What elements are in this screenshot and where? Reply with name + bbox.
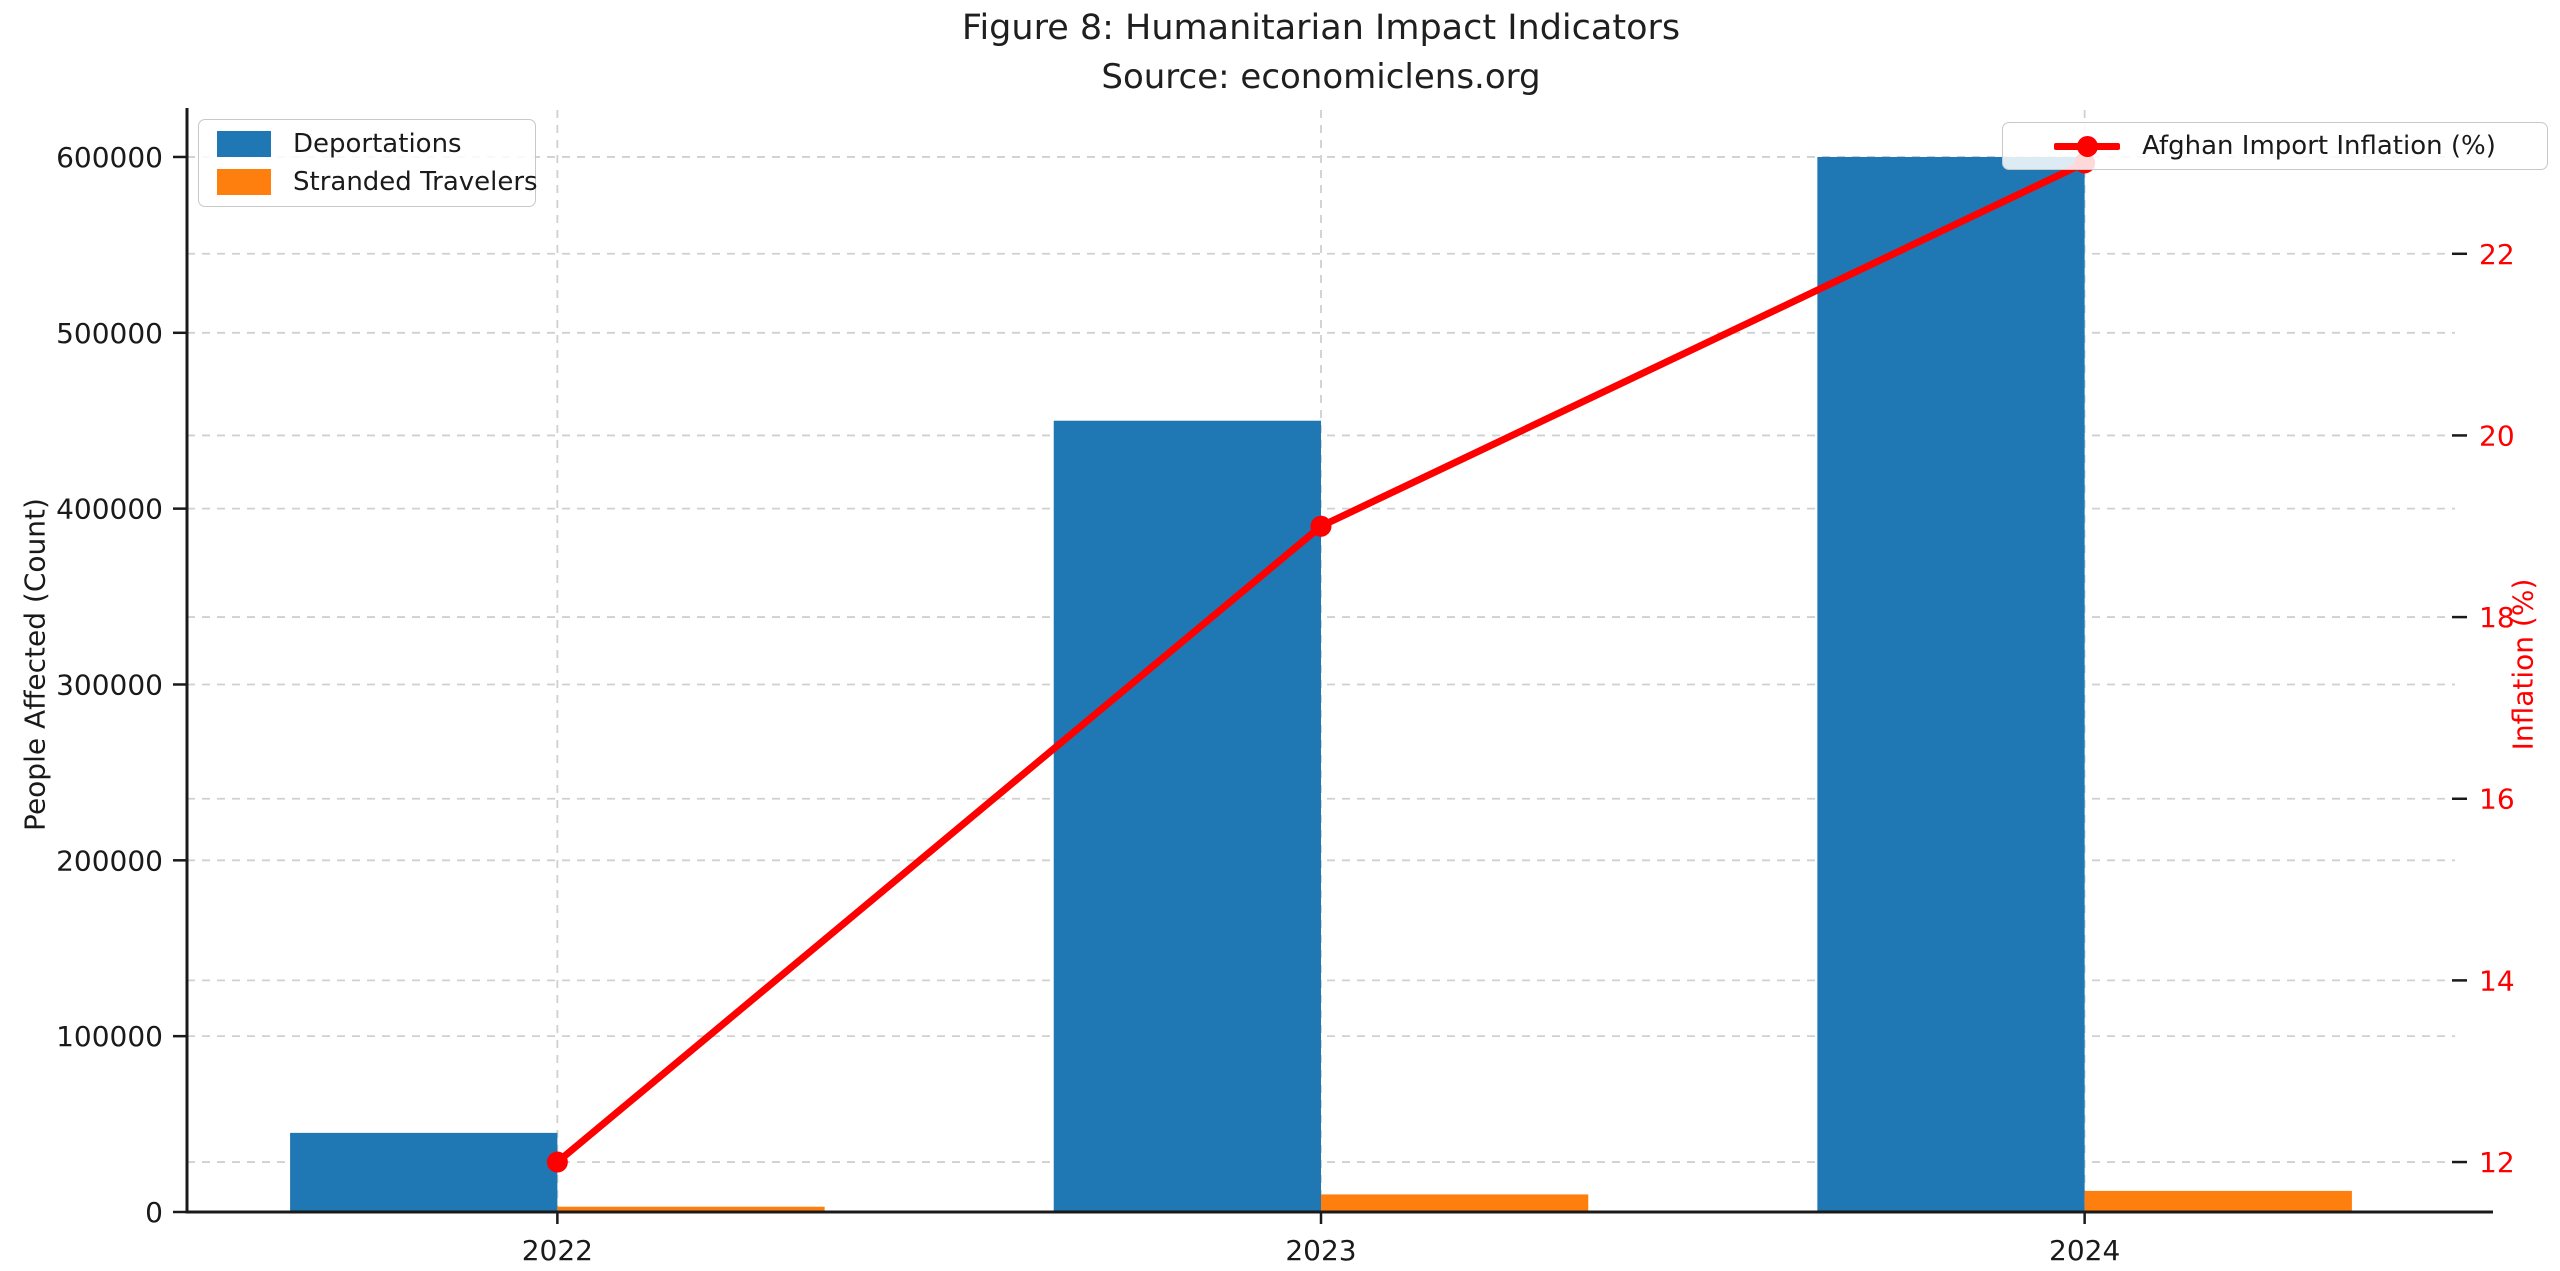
- legend-label-stranded-travelers: Stranded Travelers: [293, 167, 538, 197]
- inflation-marker-2022: [546, 1151, 568, 1173]
- bar-stranded-travelers-2024: [2084, 1190, 2352, 1212]
- bar-deportations-2022: [290, 1132, 558, 1212]
- right-tick-label: 20: [2479, 419, 2515, 452]
- right-tick-label: 18: [2479, 601, 2515, 634]
- legend-item-stranded-travelers: Stranded Travelers: [217, 167, 538, 197]
- bar-deportations-2023: [1053, 420, 1321, 1213]
- bar-stranded-travelers-2022: [557, 1206, 825, 1212]
- left-tick-label: 0: [145, 1196, 163, 1229]
- left-tick-label: 500000: [56, 317, 163, 350]
- inflation-line-marker-icon: [2054, 133, 2121, 159]
- bar-deportations-2024: [1817, 156, 2085, 1213]
- stranded-travelers-swatch-icon: [217, 169, 271, 195]
- right-tick-label: 14: [2479, 964, 2515, 997]
- legend-item-inflation: Afghan Import Inflation (%): [2054, 131, 2496, 161]
- legend-label-inflation: Afghan Import Inflation (%): [2142, 131, 2496, 161]
- right-tick-label: 16: [2479, 783, 2515, 816]
- bar-stranded-travelers-2023: [1321, 1194, 1589, 1212]
- x-tick-label: 2022: [522, 1234, 593, 1267]
- chart-title: Figure 8: Humanitarian Impact Indicators: [961, 8, 1681, 48]
- left-tick-label: 100000: [56, 1020, 163, 1053]
- right-tick-label: 22: [2479, 238, 2515, 271]
- legend-label-deportations: Deportations: [293, 129, 462, 159]
- right-tick-label: 12: [2479, 1146, 2515, 1179]
- x-tick-label: 2023: [1285, 1234, 1356, 1267]
- x-tick-label: 2024: [2049, 1234, 2120, 1267]
- left-tick-label: 400000: [56, 493, 163, 526]
- legend-line: Afghan Import Inflation (%): [2002, 122, 2548, 170]
- left-tick-label: 600000: [56, 141, 163, 174]
- legend-item-deportations: Deportations: [217, 129, 517, 159]
- left-tick-label: 300000: [56, 668, 163, 701]
- chart-subtitle: Source: economiclens.org: [1101, 57, 1541, 97]
- deportations-swatch-icon: [217, 131, 271, 157]
- left-tick-label: 200000: [56, 844, 163, 877]
- inflation-marker-2023: [1310, 515, 1332, 537]
- legend-bars: Deportations Stranded Travelers: [198, 119, 538, 207]
